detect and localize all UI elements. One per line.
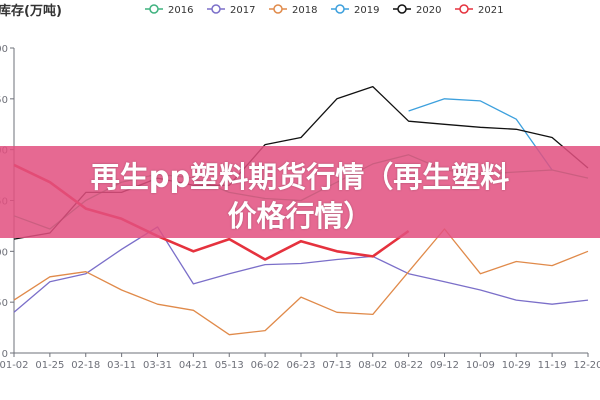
legend-item-2018[interactable]: 2018 bbox=[269, 4, 317, 16]
overlay-title-line1: 再生pp塑料期货行情（再生塑料 bbox=[90, 160, 510, 194]
x-tick-label: 01-25 bbox=[35, 360, 64, 371]
axes: 05010015020025030001-0201-2502-1803-1103… bbox=[0, 44, 600, 371]
title-banner bbox=[0, 146, 600, 238]
x-tick-label: 05-13 bbox=[215, 360, 244, 371]
chart-title: 库存(万吨) bbox=[0, 3, 62, 19]
y-tick-label: 50 bbox=[0, 298, 8, 309]
legend-marker bbox=[211, 4, 221, 14]
x-tick-label: 10-29 bbox=[502, 360, 531, 371]
legend[interactable]: 2016 2017 2018 2019 2020 2021 bbox=[145, 4, 503, 16]
x-tick-label: 04-21 bbox=[179, 360, 208, 371]
series-line-2017 bbox=[13, 226, 589, 313]
series-2019 bbox=[408, 98, 553, 171]
x-tick-label: 03-11 bbox=[107, 360, 136, 371]
y-tick-label: 300 bbox=[0, 44, 8, 55]
legend-label: 2020 bbox=[416, 5, 441, 16]
x-tick-label: 06-02 bbox=[251, 360, 280, 371]
x-tick-label: 06-23 bbox=[286, 360, 315, 371]
legend-label: 2016 bbox=[168, 5, 193, 16]
legend-item-2021[interactable]: 2021 bbox=[455, 4, 503, 16]
legend-label: 2021 bbox=[478, 5, 503, 16]
legend-item-2020[interactable]: 2020 bbox=[393, 4, 441, 16]
legend-marker bbox=[149, 4, 159, 14]
x-tick-label: 07-13 bbox=[322, 360, 351, 371]
legend-item-2017[interactable]: 2017 bbox=[207, 4, 255, 16]
legend-label: 2019 bbox=[354, 5, 379, 16]
series-line-2019 bbox=[408, 98, 553, 171]
x-tick-label: 12-20 bbox=[573, 360, 600, 371]
legend-marker bbox=[397, 4, 407, 14]
series-line-2018 bbox=[13, 228, 589, 336]
series-2018 bbox=[13, 228, 589, 336]
legend-marker bbox=[459, 4, 469, 14]
series-2017 bbox=[13, 226, 589, 313]
x-tick-label: 03-31 bbox=[143, 360, 172, 371]
x-tick-label: 08-02 bbox=[358, 360, 387, 371]
x-tick-label: 01-02 bbox=[0, 360, 29, 371]
legend-marker bbox=[273, 4, 283, 14]
x-tick-label: 02-18 bbox=[71, 360, 100, 371]
x-tick-label: 10-09 bbox=[466, 360, 495, 371]
legend-item-2016[interactable]: 2016 bbox=[145, 4, 193, 16]
overlay-title-line2: 价格行情） bbox=[227, 199, 373, 233]
y-tick-label: 100 bbox=[0, 247, 8, 258]
legend-label: 2018 bbox=[292, 5, 317, 16]
x-tick-label: 11-19 bbox=[538, 360, 567, 371]
x-tick-label: 09-12 bbox=[430, 360, 459, 371]
legend-marker bbox=[335, 4, 345, 14]
legend-label: 2017 bbox=[230, 5, 255, 16]
y-tick-label: 250 bbox=[0, 95, 8, 106]
legend-item-2019[interactable]: 2019 bbox=[331, 4, 379, 16]
y-tick-label: 0 bbox=[2, 349, 8, 360]
x-tick-label: 08-22 bbox=[394, 360, 423, 371]
